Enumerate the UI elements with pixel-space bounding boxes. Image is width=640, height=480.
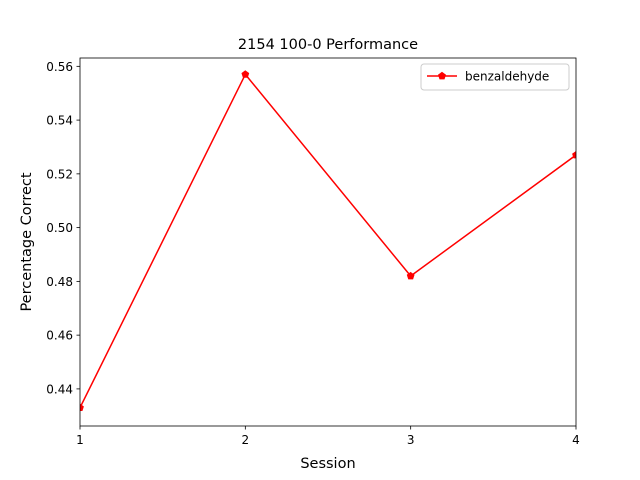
plot-area <box>80 58 576 426</box>
y-tick-label: 0.46 <box>46 329 73 343</box>
x-tick-label: 4 <box>572 433 580 447</box>
series-line <box>80 73 576 409</box>
x-tick-label: 2 <box>242 433 250 447</box>
x-tick-label: 3 <box>407 433 415 447</box>
data-point <box>80 403 84 412</box>
series-layer <box>80 70 576 412</box>
data-point <box>572 150 576 159</box>
x-axis: 1 2 3 4 <box>76 426 580 447</box>
y-tick-label: 0.48 <box>46 275 73 289</box>
y-tick-label: 0.54 <box>46 114 73 128</box>
data-point <box>241 70 250 78</box>
legend-marker <box>437 71 447 80</box>
y-axis: 0.44 0.46 0.48 0.50 0.52 0.54 0.56 <box>46 60 80 396</box>
plot-frame <box>79 57 577 427</box>
y-tick-label: 0.50 <box>46 221 73 235</box>
y-tick-label: 0.52 <box>46 167 73 181</box>
x-axis-label: Session <box>300 456 355 472</box>
data-point <box>406 271 415 280</box>
legend-entry-label: benzaldehyde <box>465 70 549 84</box>
y-tick-label: 0.56 <box>46 60 73 74</box>
series-benzaldehyde <box>80 70 576 412</box>
legend: benzaldehyde <box>420 63 570 91</box>
chart-title: 2154 100-0 Performance <box>238 37 418 53</box>
legend-box <box>420 63 570 91</box>
y-axis-label: Percentage Correct <box>19 172 35 311</box>
x-tick-label: 1 <box>76 433 84 447</box>
y-tick-label: 0.44 <box>46 382 73 396</box>
